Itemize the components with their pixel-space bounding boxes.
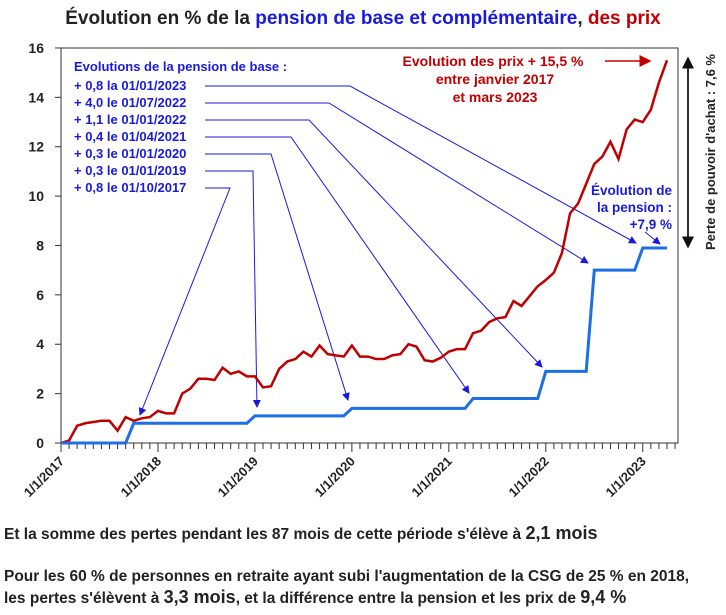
annotation-arrow: [205, 136, 470, 394]
pension-annotation: la pension :: [597, 200, 672, 215]
annotation-arrow: [205, 85, 637, 244]
pension-annotation: +7,9 %: [630, 217, 672, 232]
y-tick-label: 0: [36, 435, 44, 451]
annotation-item: + 0,8 le 01/10/2017: [74, 180, 186, 195]
x-tick-label: 1/1/2021: [409, 454, 455, 500]
footer-line-2: Pour les 60 % de personnes en retraite a…: [4, 568, 690, 607]
annotation-item: + 0,3 le 01/01/2020: [74, 146, 186, 161]
annotation-header: Evolutions de la pension de base :: [74, 59, 287, 74]
pension-series-line: [61, 246, 667, 445]
chart-title: Évolution en % de la pension de base et …: [65, 7, 661, 29]
x-tick-label: 1/1/2019: [215, 454, 261, 500]
x-tick-label: 1/1/2020: [312, 454, 358, 500]
annotation-arrow: [205, 102, 589, 264]
annotation-arrow: [138, 187, 231, 416]
annotation-item: + 1,1 le 01/01/2022: [74, 112, 186, 127]
y-tick-label: 6: [36, 287, 44, 303]
y-tick-label: 12: [28, 139, 44, 155]
annotation-item: + 0,8 la 01/01/2023: [74, 78, 186, 93]
annotation-item: + 0,3 le 01/01/2019: [74, 163, 186, 178]
price-annotation: entre janvier 2017: [436, 71, 555, 87]
price-annotation: et mars 2023: [453, 89, 538, 105]
chart-svg: Évolution en % de la pension de base et …: [21, 7, 718, 500]
y-tick-label: 14: [28, 89, 44, 105]
y-tick-label: 16: [28, 40, 44, 56]
price-series-line: [60, 59, 669, 445]
pension-arrow: [644, 231, 661, 245]
price-annotation: Evolution des prix + 15,5 %: [403, 53, 584, 69]
loss-label: Perte de pouvoir d'achat : 7,6 %: [703, 54, 718, 250]
y-tick-label: 10: [28, 188, 44, 204]
pension-annotation: Évolution de: [591, 183, 672, 198]
annotation-arrow: [205, 170, 261, 408]
x-tick-label: 1/1/2022: [506, 454, 552, 500]
y-tick-label: 8: [36, 237, 44, 253]
y-tick-label: 4: [36, 336, 44, 352]
annotation-arrow: [205, 119, 543, 368]
y-tick-label: 2: [36, 386, 44, 402]
x-tick-label: 1/1/2018: [118, 454, 164, 500]
x-tick-label: 1/1/2017: [21, 454, 67, 500]
x-tick-label: 1/1/2023: [602, 454, 648, 500]
footer-line-1: Et la somme des pertes pendant les 87 mo…: [4, 523, 598, 543]
annotation-arrow: [205, 153, 350, 401]
annotation-item: + 0,4 le 01/04/2021: [74, 129, 186, 144]
annotation-item: + 4,0 le 01/07/2022: [74, 95, 186, 110]
